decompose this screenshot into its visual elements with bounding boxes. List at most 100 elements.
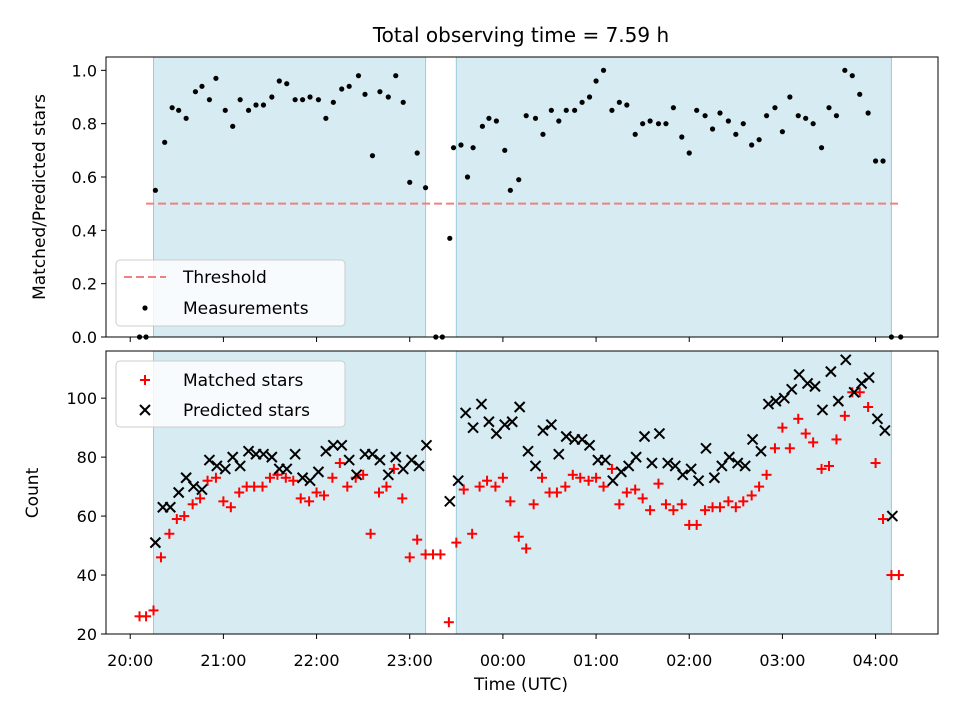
predicted-stars-marker <box>444 495 456 508</box>
measurement-point <box>572 107 578 113</box>
matched-stars-marker <box>769 443 780 454</box>
predicted-stars-marker <box>296 472 309 484</box>
marker-stroke <box>832 395 845 407</box>
measurement-point <box>616 99 622 105</box>
predicted-stars-marker <box>770 395 782 407</box>
measurement-point <box>709 126 716 132</box>
measurement-point <box>269 94 275 100</box>
matched-stars-marker <box>691 519 702 530</box>
matched-stars-marker <box>225 502 236 513</box>
measurement-point <box>740 121 746 127</box>
matched-stars-marker <box>700 505 711 516</box>
measurement-point <box>183 115 189 121</box>
matched-stars-marker <box>311 487 322 498</box>
matched-stars-marker <box>497 472 508 483</box>
predicted-stars-marker <box>855 377 868 390</box>
measurement-point <box>795 113 801 119</box>
matched-stars-marker <box>155 552 166 563</box>
measurement-point <box>253 102 259 108</box>
marker-stroke <box>397 463 409 475</box>
legend-threshold-label: Threshold <box>182 268 267 288</box>
marker-stroke <box>739 460 751 472</box>
matched-stars-marker <box>660 499 671 510</box>
measurement-point <box>152 187 158 193</box>
matched-stars-marker <box>746 490 757 501</box>
marker-stroke <box>793 368 805 381</box>
matched-stars-marker <box>264 472 275 483</box>
predicted-stars-marker <box>281 463 293 475</box>
measurement-point <box>502 147 508 153</box>
marker-stroke <box>390 451 402 463</box>
matched-stars-marker <box>831 434 842 445</box>
matched-stars-marker <box>171 514 182 525</box>
predicted-stars-marker <box>366 448 379 460</box>
measurement-point <box>393 73 399 79</box>
marker-stroke <box>762 398 775 410</box>
matched-stars-marker <box>816 463 827 474</box>
bottom-plot-frame <box>105 350 939 635</box>
predicted-stars-marker <box>553 448 565 460</box>
measurement-point <box>414 150 420 156</box>
measurement-point <box>176 107 182 113</box>
marker-stroke <box>506 416 518 428</box>
measurement-point <box>833 113 840 119</box>
predicted-stars-marker <box>801 377 814 390</box>
measurement-point <box>458 142 464 148</box>
marker-stroke <box>607 475 619 487</box>
measurement-point <box>679 134 685 140</box>
marker-stroke <box>327 439 340 452</box>
marker-stroke <box>646 457 658 469</box>
measurement-point <box>632 131 638 137</box>
marker-stroke <box>234 460 246 472</box>
measurement-point <box>640 121 646 127</box>
predicted-stars-marker <box>257 448 270 460</box>
predicted-stars-marker <box>304 475 316 487</box>
predicted-stars-marker <box>374 454 386 466</box>
matched-stars-marker <box>358 469 369 480</box>
matched-stars-marker <box>513 531 524 542</box>
predicted-stars-marker <box>708 472 721 484</box>
matched-stars-marker <box>218 496 229 507</box>
marker-stroke <box>662 457 674 469</box>
measurement-point <box>377 89 383 95</box>
x-tick-label: 03:00 <box>759 651 805 670</box>
marker-stroke <box>196 483 208 496</box>
marker-stroke <box>499 418 511 431</box>
measurement-point <box>516 177 522 183</box>
marker-stroke <box>755 445 767 457</box>
matched-stars-marker <box>730 502 741 513</box>
marker-stroke <box>382 469 395 481</box>
matched-stars-marker <box>412 534 423 545</box>
predicted-stars-marker <box>786 383 798 396</box>
matched-stars-marker <box>202 475 213 486</box>
measurement-point <box>540 131 546 137</box>
matched-stars-marker <box>451 537 462 548</box>
matched-stars-marker <box>249 481 260 492</box>
matched-stars-marker <box>521 543 532 554</box>
measurement-point <box>192 89 199 95</box>
matched-stars-marker <box>148 605 159 616</box>
predicted-stars-marker <box>266 451 278 463</box>
predicted-stars-marker <box>583 439 596 452</box>
matched-stars-marker <box>404 552 415 563</box>
matched-stars-marker <box>210 472 221 483</box>
marker-stroke <box>522 445 534 457</box>
predicted-stars-marker <box>397 463 409 475</box>
legend-box <box>115 259 346 327</box>
measurement-point <box>493 118 499 124</box>
measurement-point <box>245 107 252 113</box>
measurement-point <box>230 123 236 129</box>
measurement-point <box>818 145 825 151</box>
measurement-point <box>857 91 863 97</box>
x-axis-label: Time (UTC) <box>473 675 568 695</box>
marker-stroke <box>825 365 837 378</box>
matched-stars-marker <box>567 469 578 480</box>
measurement-point <box>450 145 457 151</box>
matched-stars-marker <box>474 481 485 492</box>
measurement-point <box>772 105 778 111</box>
predicted-stars-marker <box>452 475 464 487</box>
measurement-point <box>872 158 879 164</box>
marker-stroke <box>483 416 495 428</box>
bottom-axis-ticks: 20:00 21:00 22:00 23:00 00:00 01:00 02:00 03:00… <box>66 389 898 670</box>
measurement-point <box>725 118 731 124</box>
